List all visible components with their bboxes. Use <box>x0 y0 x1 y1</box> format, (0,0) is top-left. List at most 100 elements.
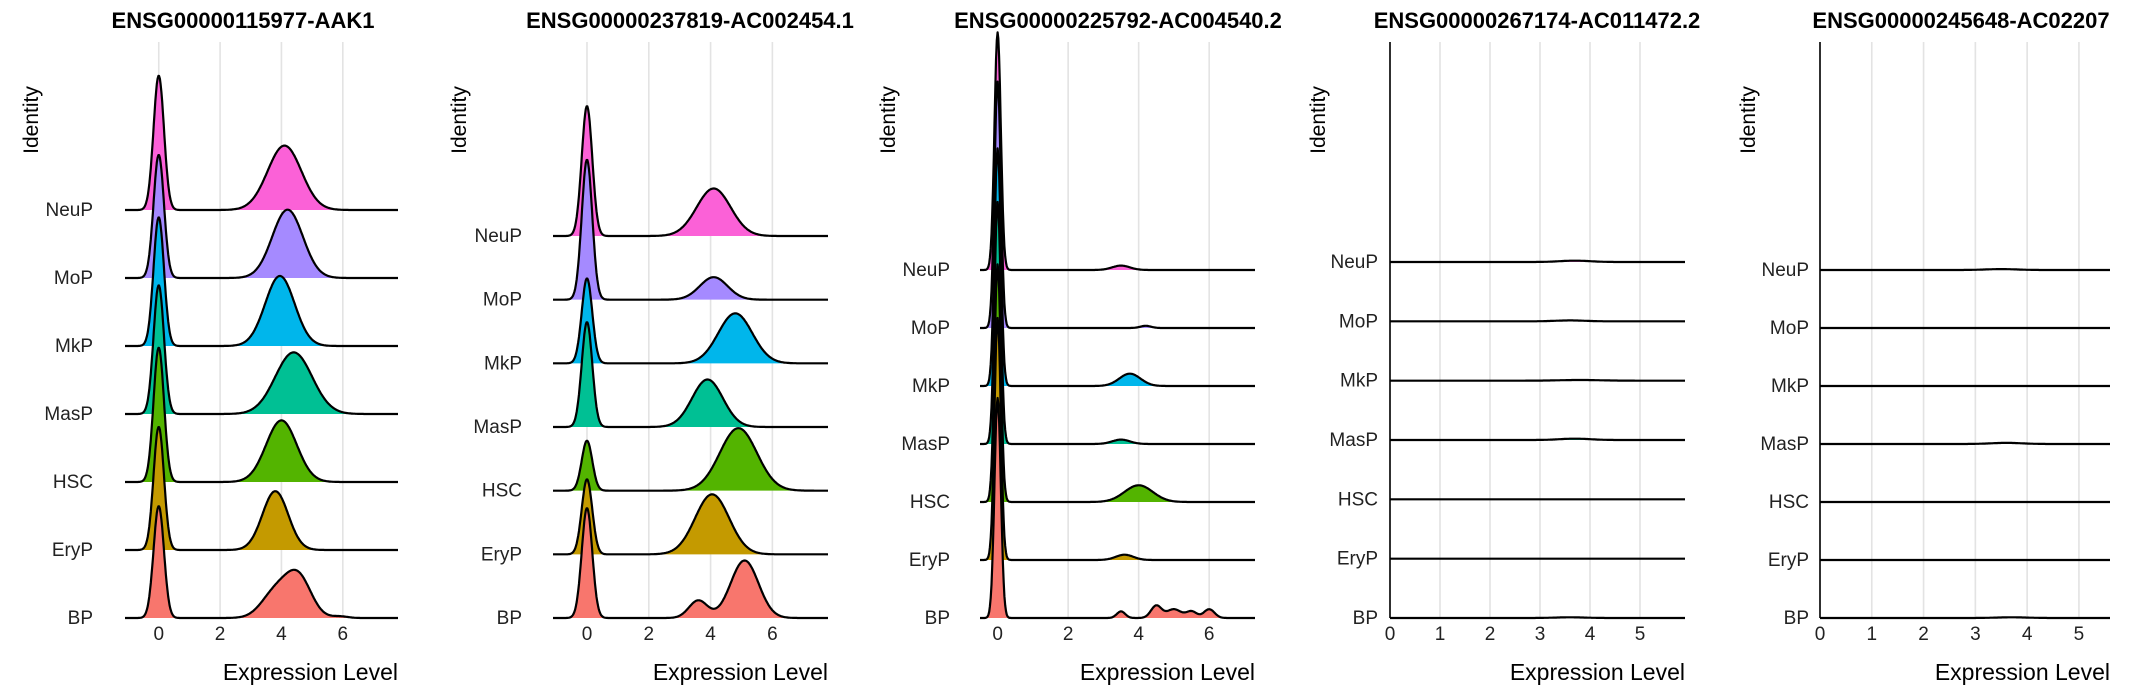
ridge-outline-eryp <box>552 478 829 556</box>
category-label: EryP <box>1768 550 1809 571</box>
y-axis-label: Identity <box>448 86 471 154</box>
x-tick-label: 4 <box>1585 624 1596 645</box>
category-label: NeuP <box>1330 252 1378 273</box>
ridge-outline-hsc <box>979 263 1256 504</box>
panel-title: ENSG00000115977-AAK1 <box>112 8 375 33</box>
x-tick-label: 5 <box>1635 624 1646 645</box>
panel-title: ENSG00000225792-AC004540.2 <box>954 8 1282 33</box>
ridge-outline-mkp <box>552 277 829 365</box>
category-label: NeuP <box>902 260 950 281</box>
category-label: BP <box>925 608 950 629</box>
ridge-fill-neup <box>980 32 1255 271</box>
x-tick-label: 4 <box>1133 624 1144 645</box>
x-tick-label: 4 <box>705 624 716 645</box>
grid-lines <box>157 42 344 618</box>
ridge-outline-masp <box>552 321 829 429</box>
x-tick-label: 4 <box>2022 624 2033 645</box>
ridge-outline-neup <box>1389 259 1686 264</box>
ridge-outline-bp <box>1819 616 2111 620</box>
ridge-outline-mop <box>124 154 399 280</box>
ridge-outline-masp <box>124 284 399 416</box>
ridge-fill-eryp <box>125 427 398 550</box>
category-label: MoP <box>1770 318 1809 339</box>
ridge-fill-mkp <box>125 217 398 346</box>
category-label: MoP <box>911 318 950 339</box>
ridge-fill-bp <box>125 506 398 618</box>
x-tick-label: 0 <box>1385 624 1396 645</box>
x-tick-label: 2 <box>1485 624 1496 645</box>
x-tick-label: 6 <box>767 624 778 645</box>
ridges <box>1389 259 1686 620</box>
grid-lines <box>996 42 1210 618</box>
ridge-outline-neup <box>979 31 1256 272</box>
category-label: MasP <box>44 404 93 425</box>
x-axis-label: Expression Level <box>1080 659 1255 685</box>
x-tick-label: 0 <box>153 624 164 645</box>
ridge-fill-masp <box>125 285 398 414</box>
ridges <box>552 105 829 620</box>
x-tick-label: 3 <box>1535 624 1546 645</box>
ridge-fill-hsc <box>125 347 398 482</box>
ridges <box>979 31 1256 620</box>
grid-lines <box>1819 42 2080 618</box>
category-label: HSC <box>482 481 522 502</box>
ridge-outline-masp <box>1389 437 1686 442</box>
ridge-outline-neup <box>124 74 399 212</box>
ridge-outline-bp <box>979 396 1256 620</box>
ridge-outline-hsc <box>124 346 399 484</box>
category-label: MoP <box>54 268 93 289</box>
category-label: HSC <box>910 492 950 513</box>
x-tick-label: 2 <box>1063 624 1074 645</box>
category-label: NeuP <box>474 226 522 247</box>
category-label: EryP <box>909 550 950 571</box>
x-axis-label: Expression Level <box>223 659 398 685</box>
x-tick-label: 6 <box>337 624 348 645</box>
x-tick-label: 3 <box>1970 624 1981 645</box>
ridge-fill-eryp <box>553 479 828 555</box>
category-label: MoP <box>483 290 522 311</box>
ridge-outline-neup <box>1819 268 2111 272</box>
category-label: BP <box>1784 608 1809 629</box>
x-tick-label: 1 <box>1435 624 1446 645</box>
ridge-outline-mkp <box>979 147 1256 388</box>
category-label: MkP <box>55 336 93 357</box>
category-label: NeuP <box>1761 260 1809 281</box>
x-tick-label: 2 <box>1918 624 1929 645</box>
ridge-outline-bp <box>1389 616 1686 620</box>
panel-title: ENSG00000245648-AC02207 <box>1812 8 2109 33</box>
ridge-outline-eryp <box>979 316 1256 562</box>
x-tick-label: 0 <box>992 624 1003 645</box>
ridge-fill-masp <box>980 202 1255 444</box>
category-label: MkP <box>484 353 522 374</box>
y-axis-label: Identity <box>1737 86 1760 154</box>
category-label: EryP <box>52 540 93 561</box>
category-label: MkP <box>1771 376 1809 397</box>
x-tick-label: 2 <box>643 624 654 645</box>
category-label: BP <box>1353 608 1378 629</box>
category-label: MkP <box>1340 371 1378 392</box>
ridges <box>124 74 399 620</box>
ridge-fill-neup <box>125 75 398 211</box>
category-label: MasP <box>473 417 522 438</box>
panel-4: ENSG00000267174-AC011472.2 Identity Expr… <box>1307 8 1700 685</box>
ridge-fill-bp <box>980 398 1255 618</box>
ridge-fill-mop <box>125 155 398 278</box>
category-label: EryP <box>481 544 522 565</box>
ridge-outline-masp <box>1819 441 2111 446</box>
ridge-outline-mkp <box>124 216 399 348</box>
ridge-fill-mop <box>553 160 828 300</box>
category-label: HSC <box>53 472 93 493</box>
panel-title: ENSG00000267174-AC011472.2 <box>1374 8 1701 33</box>
category-label: HSC <box>1338 489 1378 510</box>
ridge-outline-mop <box>979 80 1256 330</box>
category-label: BP <box>68 608 93 629</box>
panel-3: ENSG00000225792-AC004540.2 Identity Expr… <box>877 8 1282 685</box>
category-label: BP <box>497 608 522 629</box>
ridge-fill-mkp <box>553 278 828 364</box>
x-tick-label: 0 <box>1815 624 1826 645</box>
ridge-fill-hsc <box>553 428 828 491</box>
y-axis-label: Identity <box>1307 86 1330 154</box>
panel-5: ENSG00000245648-AC02207 Identity Express… <box>1737 8 2111 685</box>
ridge-fill-bp <box>553 508 828 618</box>
